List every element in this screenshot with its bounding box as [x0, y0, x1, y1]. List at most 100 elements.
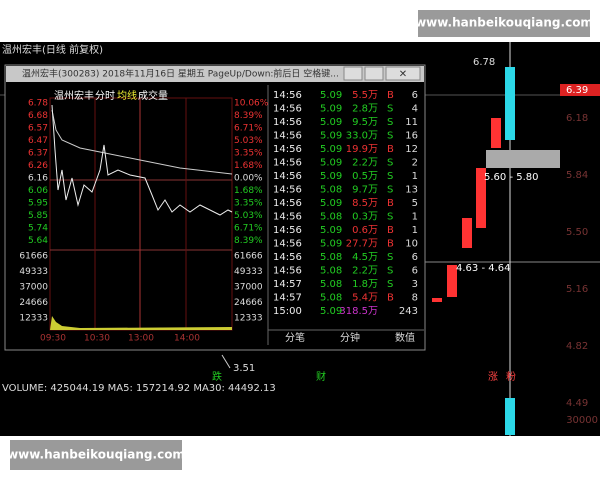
- tab[interactable]: 数值: [395, 331, 415, 344]
- price-label: 6.57: [28, 124, 48, 134]
- trade-count: 8: [412, 293, 418, 304]
- axis-label: 5.84: [566, 170, 588, 181]
- trade-count: 1: [412, 171, 418, 182]
- volume-label: 61666: [234, 252, 263, 262]
- trade-price: 5.09: [320, 117, 342, 128]
- price-label: 6.68: [28, 111, 48, 121]
- trade-side: B: [387, 198, 394, 209]
- avg-line: [51, 109, 233, 175]
- trade-time: 14:56: [273, 104, 302, 115]
- candle: [432, 298, 442, 302]
- window-title: 温州宏丰(300283) 2018年11月16日 星期五 PageUp/Down…: [22, 68, 339, 80]
- trade-volume: 9.7万: [352, 185, 378, 196]
- axis-label: 30000: [566, 415, 598, 426]
- range-label: 5.60 - 5.80: [484, 172, 539, 183]
- high-label: 6.78: [473, 57, 495, 68]
- trade-volume: 19.9万: [346, 144, 378, 155]
- trade-volume: 33.0万: [346, 131, 378, 142]
- trade-time: 14:56: [273, 239, 302, 250]
- pct-label: 1.68%: [234, 161, 263, 171]
- trade-count: 1: [412, 225, 418, 236]
- marker: 涨: [488, 371, 498, 383]
- price-label: 6.47: [28, 136, 48, 146]
- trade-count: 243: [399, 306, 418, 317]
- trade-volume: 2.2万: [352, 266, 378, 277]
- trade-side: S: [387, 279, 393, 290]
- close-button[interactable]: [385, 66, 421, 81]
- volume-label: 37000: [19, 283, 48, 293]
- trade-side: B: [387, 239, 394, 250]
- trade-price: 5.09: [320, 90, 342, 101]
- volume-area: [50, 316, 232, 330]
- trade-time: 14:56: [273, 171, 302, 182]
- price-label: 6.16: [28, 174, 48, 184]
- trade-volume: 8.5万: [352, 198, 378, 209]
- trade-count: 2: [412, 158, 418, 169]
- tab[interactable]: 分钟: [340, 331, 360, 344]
- candle: [476, 168, 486, 228]
- pct-label: 3.35%: [234, 149, 263, 159]
- trade-time: 14:56: [273, 198, 302, 209]
- trade-volume: 0.6万: [352, 225, 378, 236]
- min-button[interactable]: [343, 66, 363, 81]
- candle: [491, 118, 501, 148]
- pct-label: 5.03%: [234, 211, 263, 221]
- trade-time: 15:00: [273, 306, 302, 317]
- trade-price: 5.08: [320, 212, 342, 223]
- candle: [505, 67, 515, 140]
- trade-volume: 0.5万: [352, 171, 378, 182]
- axis-label: 6.18: [566, 113, 588, 124]
- trade-volume: 0.3万: [352, 212, 378, 223]
- trade-price: 5.08: [320, 293, 342, 304]
- trade-count: 6: [412, 266, 418, 277]
- trade-side: S: [387, 212, 393, 223]
- watermark: www.hanbeikouqiang.com: [415, 16, 593, 30]
- volume-label: 24666: [19, 298, 48, 308]
- price-label: 6.78: [28, 99, 48, 109]
- trade-time: 14:56: [273, 252, 302, 263]
- volume-line: VOLUME: 425044.19 MA5: 157214.92 MA30: 4…: [2, 383, 276, 394]
- axis-label: 4.49: [566, 398, 588, 409]
- watermark-box: [418, 10, 590, 37]
- trade-side: B: [387, 90, 394, 101]
- price-tag: [560, 84, 600, 96]
- trade-time: 14:56: [273, 158, 302, 169]
- tab[interactable]: 分笔: [285, 331, 305, 344]
- axis-label: 4.82: [566, 341, 588, 352]
- trade-side: S: [387, 171, 393, 182]
- trade-side: S: [387, 117, 393, 128]
- trade-side: S: [387, 104, 393, 115]
- pct-label: 8.39%: [234, 111, 263, 121]
- max-button[interactable]: [364, 66, 384, 81]
- price-label: 5.85: [28, 211, 48, 221]
- volume-label: 24666: [234, 298, 263, 308]
- trade-price: 5.09: [320, 131, 342, 142]
- trade-volume: 1.8万: [352, 279, 378, 290]
- pct-label: 1.68%: [234, 186, 263, 196]
- trade-price: 5.09: [320, 198, 342, 209]
- price-label: 5.74: [28, 224, 48, 234]
- watermark: www.hanbeikouqiang.com: [7, 448, 185, 462]
- trade-price: 5.09: [320, 171, 342, 182]
- pct-label: 6.71%: [234, 224, 263, 234]
- window-header: 分时: [95, 90, 115, 102]
- price-line: [51, 104, 233, 216]
- time-label: 13:00: [128, 334, 154, 344]
- trade-time: 14:56: [273, 117, 302, 128]
- volume-label: 12333: [19, 314, 48, 324]
- volume-label: 37000: [234, 283, 263, 293]
- axis-label: 5.50: [566, 227, 588, 238]
- volume-label: 49333: [19, 267, 48, 277]
- trade-count: 3: [412, 279, 418, 290]
- trade-count: 6: [412, 90, 418, 101]
- trade-time: 14:56: [273, 144, 302, 155]
- chart-title: 温州宏丰(日线 前复权): [2, 43, 103, 56]
- marker: 粉: [506, 370, 516, 383]
- close-icon: ✕: [399, 69, 407, 80]
- range-box: [486, 150, 560, 168]
- volume-label: 12333: [234, 314, 263, 324]
- trade-volume: 2.2万: [352, 158, 378, 169]
- trade-count: 10: [405, 239, 418, 250]
- trade-count: 4: [412, 104, 418, 115]
- trade-volume: 318.5万: [339, 306, 378, 317]
